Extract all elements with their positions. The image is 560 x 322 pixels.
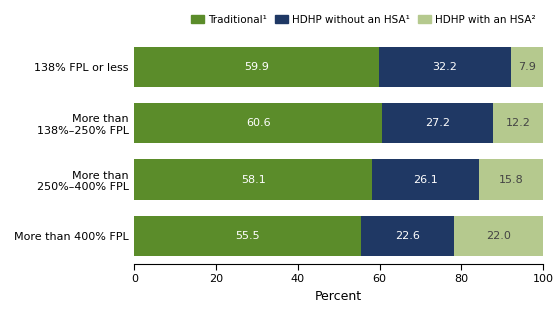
Bar [361,216,454,256]
Text: 15.8: 15.8 [498,175,523,185]
Bar [379,47,511,87]
Bar [134,216,361,256]
Bar [134,47,379,87]
Text: 60.6: 60.6 [246,118,270,128]
Bar [134,159,372,200]
Text: 55.5: 55.5 [236,231,260,241]
Text: 26.1: 26.1 [413,175,437,185]
Text: 27.2: 27.2 [425,118,450,128]
Text: 58.1: 58.1 [241,175,265,185]
Bar [134,103,382,143]
Bar [511,47,543,87]
Bar [382,103,493,143]
Bar [372,159,479,200]
Text: 59.9: 59.9 [244,62,269,72]
Text: 7.9: 7.9 [518,62,536,72]
Text: 32.2: 32.2 [433,62,458,72]
X-axis label: Percent: Percent [315,290,362,303]
Text: 22.6: 22.6 [395,231,420,241]
Text: 22.0: 22.0 [486,231,511,241]
Legend: Traditional¹, HDHP without an HSA¹, HDHP with an HSA²: Traditional¹, HDHP without an HSA¹, HDHP… [187,11,539,29]
Bar [454,216,544,256]
Bar [493,103,543,143]
Bar [479,159,543,200]
Text: 12.2: 12.2 [506,118,531,128]
